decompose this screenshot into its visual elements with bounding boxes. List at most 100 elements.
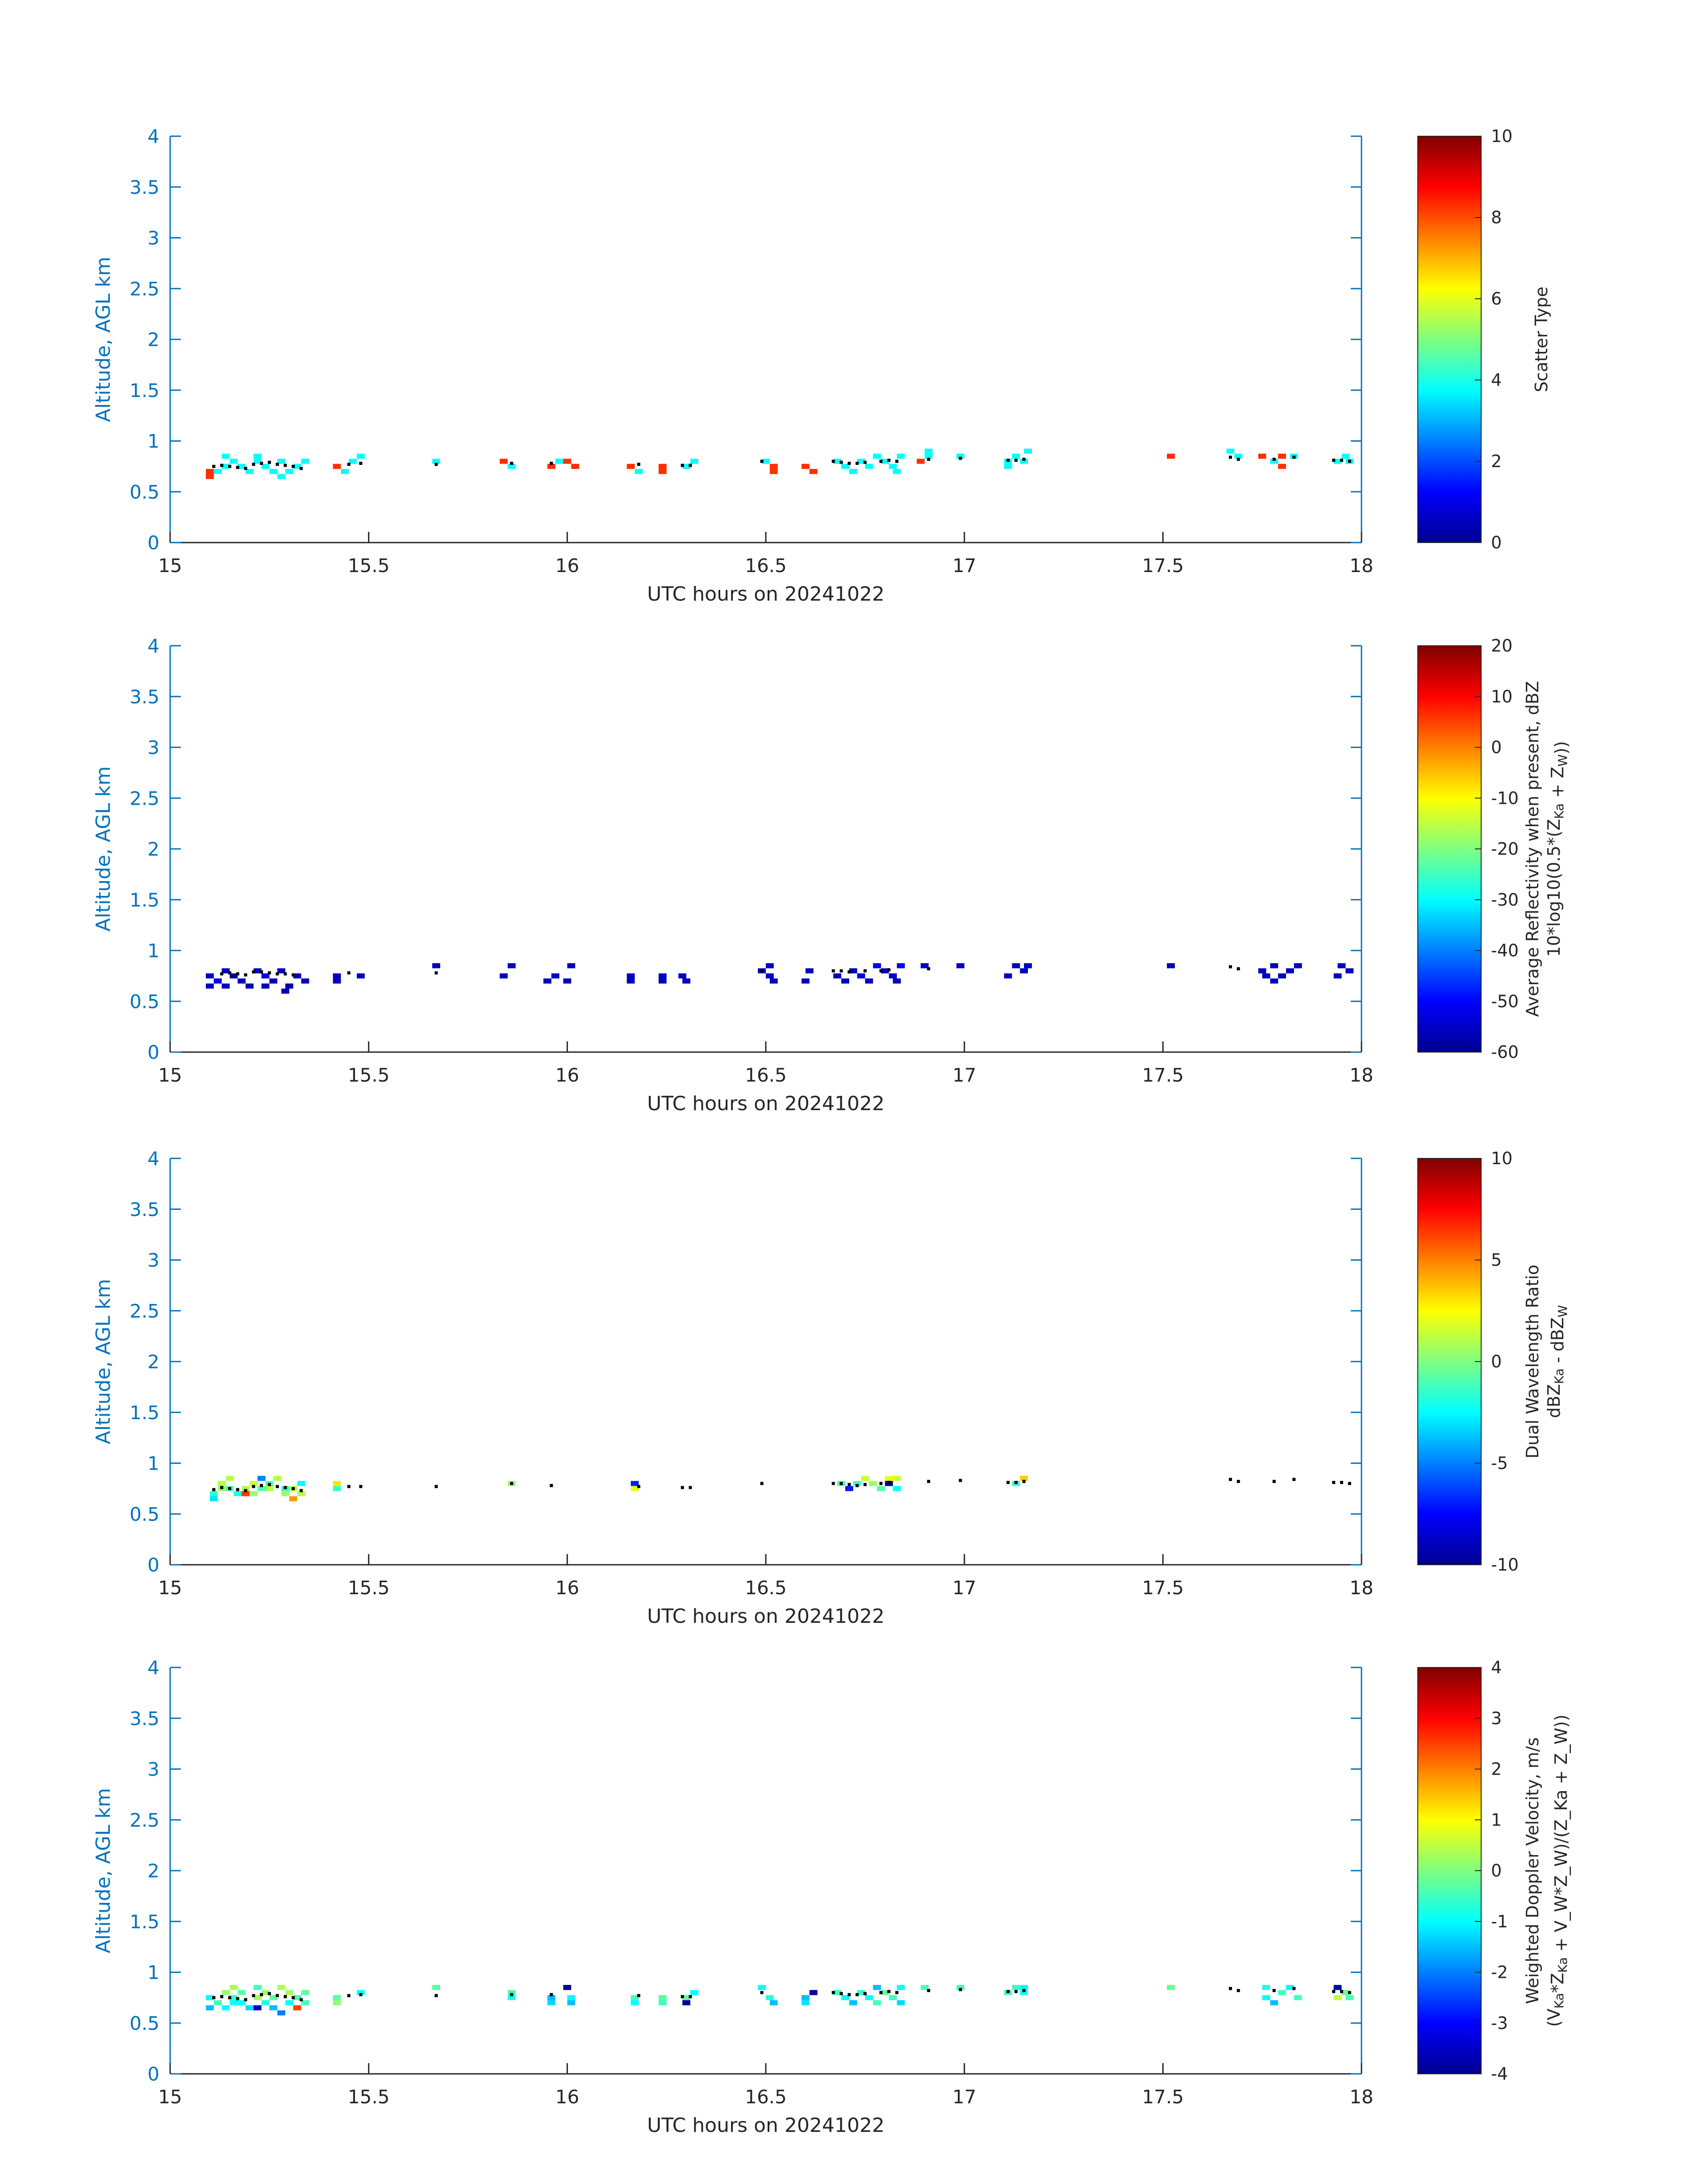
heatmap-cell: [1333, 973, 1342, 979]
heatmap-cell: [893, 1475, 901, 1481]
cloud-base-marker: [760, 1482, 764, 1485]
heatmap-cell: [297, 1481, 305, 1486]
heatmap-cell: [766, 973, 774, 979]
panel-reflectivity: 0 0.5 1 1.5 2 2.5 3 3.5 4 15 15.5 16 16.5 17 17.5 18 UTC…: [92, 635, 1571, 1115]
heatmap-cell: [285, 2000, 293, 2006]
heatmap-cell: [257, 1475, 266, 1481]
colorbar: [1417, 1158, 1482, 1565]
y-tick-label: 0.5: [129, 481, 159, 503]
y-tick-label: 4: [147, 1657, 159, 1679]
colorbar-label: Average Reflectivity when present, dBZ: [1523, 681, 1542, 1017]
heatmap-cell: [261, 464, 270, 469]
heatmap-cell: [253, 459, 262, 464]
heatmap-cell: [206, 973, 214, 979]
colorbar-tick-label: 4: [1491, 370, 1502, 390]
cloud-base-marker: [895, 1991, 898, 1994]
heatmap-cell: [333, 1486, 341, 1492]
cloud-base-marker: [1006, 459, 1010, 462]
heatmap-cell: [682, 464, 690, 469]
heatmap-cell: [1262, 1985, 1270, 1990]
heatmap-cell: [1333, 1995, 1342, 2001]
heatmap-cell: [253, 453, 262, 459]
colorbar-label: Scatter Type: [1532, 287, 1551, 392]
cloud-base-marker: [760, 460, 764, 463]
heatmap-cell: [1278, 464, 1286, 469]
colorbar-label-formula: dBZKa - dBZW: [1544, 1305, 1570, 1418]
heatmap-cell: [206, 983, 214, 989]
colorbar-tick-label: -40: [1491, 941, 1519, 961]
colorbar-tick-label: 0: [1491, 738, 1502, 757]
cloud-base-marker: [863, 969, 867, 973]
y-tick-label: 2.5: [129, 787, 159, 809]
colorbar-tick-label: -60: [1491, 1042, 1519, 1062]
colorbar-tick-label: 3: [1491, 1709, 1502, 1728]
cloud-base-marker: [681, 464, 684, 467]
y-tick-label: 3.5: [129, 1199, 159, 1220]
colorbar-tick-label: 2: [1491, 451, 1502, 471]
heatmap-cell: [253, 1995, 262, 2001]
cloud-base-marker: [359, 1485, 363, 1488]
cloud-base-marker: [831, 969, 835, 973]
heatmap-cell: [230, 1985, 238, 1990]
y-tick-label: 2: [147, 838, 159, 860]
heatmap-cell: [956, 453, 965, 459]
heatmap-cell: [1012, 963, 1020, 969]
x-tick-label: 18: [1349, 1577, 1373, 1599]
cloud-base-marker: [863, 460, 867, 464]
heatmap-cell: [277, 968, 285, 974]
heatmap-cell: [805, 968, 814, 974]
colorbar-tick-label: 0: [1491, 1861, 1502, 1880]
heatmap-cell: [1024, 963, 1032, 969]
cloud-base-marker: [1272, 1479, 1276, 1483]
cloud-base-marker: [1292, 455, 1296, 459]
cloud-base-marker: [267, 460, 271, 464]
heatmap-cell: [432, 459, 440, 464]
cloud-base-marker: [1229, 965, 1232, 969]
heatmap-cell: [885, 1475, 893, 1481]
heatmap-cell: [432, 1985, 440, 1990]
colorbar-label: Weighted Doppler Velocity, m/s: [1523, 1737, 1542, 2004]
heatmap-cell: [877, 1486, 885, 1492]
cloud-base-marker: [276, 463, 279, 466]
heatmap-cell: [1012, 453, 1020, 459]
heatmap-cell: [1024, 448, 1032, 454]
heatmap-cell: [226, 1475, 234, 1481]
y-tick-label: 4: [147, 635, 159, 657]
heatmap-cell: [626, 978, 635, 984]
cloud-base-marker: [434, 1485, 438, 1488]
cloud-base-marker: [260, 1484, 263, 1488]
heatmap-cell: [889, 1995, 897, 2001]
cloud-base-marker: [267, 971, 271, 975]
heatmap-cell: [277, 474, 285, 479]
x-axis-label: UTC hours on 20241022: [647, 2114, 885, 2137]
heatmap-cell: [293, 1995, 301, 2001]
colorbar-tick-label: 1: [1491, 1810, 1502, 1830]
heatmap-cell: [833, 973, 841, 979]
heatmap-cell: [809, 469, 818, 474]
heatmap-cell: [333, 1995, 341, 2001]
y-tick-label: 2.5: [129, 1809, 159, 1831]
heatmap-cell: [1341, 453, 1350, 459]
x-tick-label: 17.5: [1142, 1577, 1184, 1599]
cloud-base-marker: [887, 968, 891, 972]
heatmap-cell: [841, 464, 849, 469]
heatmap-cell: [631, 1995, 639, 2001]
colorbar: [1417, 136, 1482, 543]
cloud-base-marker: [887, 459, 891, 462]
heatmap-cell: [221, 2005, 230, 2010]
heatmap-cell: [500, 973, 508, 979]
cloud-base-marker: [236, 1488, 239, 1492]
cloud-base-marker: [1292, 1478, 1296, 1481]
cloud-base-marker: [276, 1485, 279, 1488]
heatmap-cell: [209, 1496, 218, 1501]
heatmap-cell: [1004, 464, 1012, 469]
heatmap-cell: [261, 983, 270, 989]
heatmap-cell: [206, 469, 214, 474]
heatmap-cell: [658, 973, 667, 979]
heatmap-cell: [1294, 1995, 1302, 2001]
cloud-base-marker: [831, 1991, 835, 1994]
heatmap-cell: [357, 973, 365, 979]
colorbar-label: Dual Wavelength Ratio: [1523, 1265, 1542, 1458]
colorbar-tick-label: -2: [1491, 1963, 1508, 1982]
heatmap-cell: [924, 448, 933, 454]
